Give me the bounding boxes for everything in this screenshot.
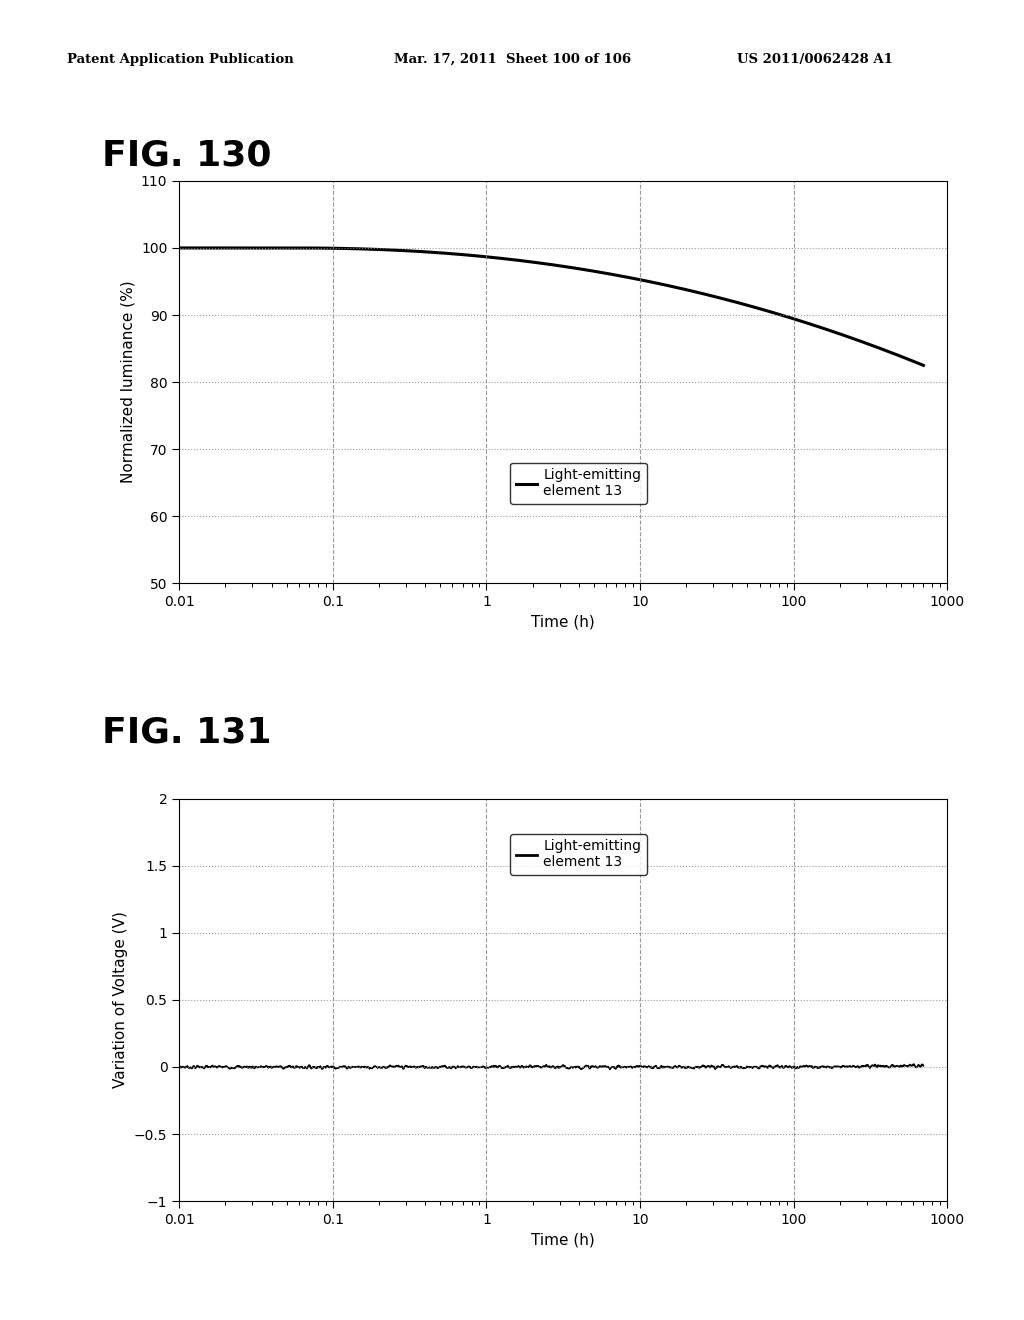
Text: Mar. 17, 2011  Sheet 100 of 106: Mar. 17, 2011 Sheet 100 of 106 [394,53,632,66]
X-axis label: Time (h): Time (h) [531,1233,595,1247]
X-axis label: Time (h): Time (h) [531,615,595,630]
Y-axis label: Normalized luminance (%): Normalized luminance (%) [121,281,135,483]
Legend: Light-emitting
element 13: Light-emitting element 13 [510,463,647,504]
Text: FIG. 131: FIG. 131 [102,715,272,750]
Y-axis label: Variation of Voltage (V): Variation of Voltage (V) [114,912,128,1088]
Text: US 2011/0062428 A1: US 2011/0062428 A1 [737,53,893,66]
Text: FIG. 130: FIG. 130 [102,139,272,173]
Legend: Light-emitting
element 13: Light-emitting element 13 [510,834,647,875]
Text: Patent Application Publication: Patent Application Publication [67,53,293,66]
